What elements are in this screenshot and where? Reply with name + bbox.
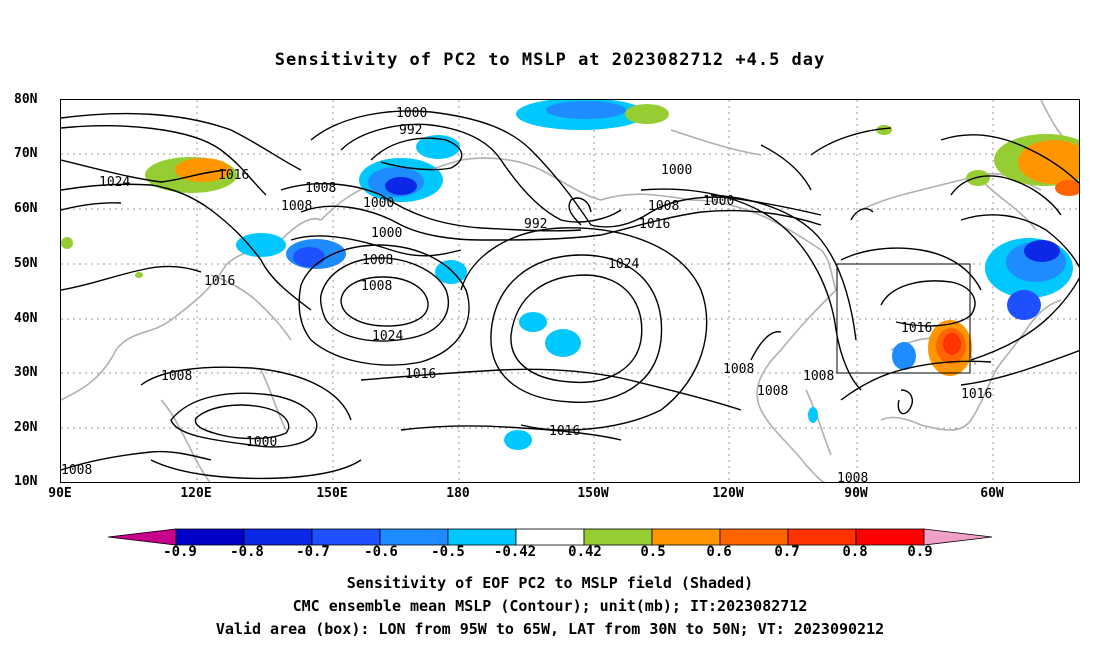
lon-label-120e: 120E [180,486,212,501]
colorbar-cell [787,528,857,546]
lat-label-20n: 20N [14,420,38,435]
contour-label: 1024 [372,329,403,344]
contour-label: 1008 [281,199,312,214]
colorbar-label: 0.7 [774,544,800,560]
contour-label: 1024 [608,257,639,272]
lat-label-50n: 50N [14,256,38,271]
lat-label-80n: 80N [14,92,38,107]
colorbar-cell [311,528,381,546]
colorbar-cell [855,528,925,546]
contour-label: 1016 [405,367,436,382]
colorbar-high-arrow [923,528,993,546]
contour-label: 1016 [218,168,249,183]
colorbar-label: 0.42 [568,544,602,560]
colorbar-cells [175,528,925,546]
colorbar-label: -0.7 [296,544,330,560]
colorbar-label: -0.5 [431,544,465,560]
contour-label: 1000 [396,106,427,121]
contour-label: 1008 [648,199,679,214]
lat-label-30n: 30N [14,365,38,380]
contour-label: 1016 [961,387,992,402]
colorbar-label: -0.8 [230,544,264,560]
contour-label: 1000 [246,435,277,450]
lon-label-180: 180 [446,486,470,501]
caption-line-1: Sensitivity of EOF PC2 to MSLP field (Sh… [346,574,754,592]
colorbar-cell [447,528,517,546]
contour-label: 1008 [723,362,754,377]
contour-labels: 1000 992 1024 1016 1008 1000 1008 1000 9… [61,106,992,483]
contour-label: 1016 [901,321,932,336]
colorbar-cell [719,528,789,546]
contour-label: 1016 [549,424,580,439]
contour-label: 1008 [757,384,788,399]
colorbar-cell [515,528,585,546]
contour-label: 1008 [305,181,336,196]
colorbar-label: 0.8 [842,544,868,560]
colorbar-label: -0.9 [163,544,197,560]
colorbar-cell [243,528,313,546]
contour-label: 1000 [371,226,402,241]
lat-label-10n: 10N [14,474,38,489]
contour-label: 1016 [204,274,235,289]
mslp-contours [61,110,1079,480]
valid-area-box [836,263,971,374]
contour-label: 1008 [61,463,92,478]
negative-sensitivity-shading [236,100,1073,450]
lon-label-120w: 120W [712,486,744,501]
colorbar-cell [175,528,245,546]
positive-sensitivity-shading [61,104,1079,376]
colorbar-cell [651,528,721,546]
lat-label-60n: 60N [14,201,38,216]
colorbar-low-arrow [108,528,177,546]
contour-label: 1000 [661,163,692,178]
map-title: Sensitivity of PC2 to MSLP at 2023082712… [274,50,826,70]
contour-label: 992 [399,123,422,138]
contour-label: 1016 [639,217,670,232]
lat-label-70n: 70N [14,146,38,161]
lon-label-150w: 150W [577,486,609,501]
colorbar-label: 0.9 [907,544,933,560]
caption-line-2: CMC ensemble mean MSLP (Contour); unit(m… [292,597,808,615]
colorbar-label: -0.6 [364,544,398,560]
contour-label: 1008 [362,253,393,268]
contour-label: 1008 [161,369,192,384]
contour-label: 1008 [361,279,392,294]
colorbar [108,528,993,546]
colorbar-cell [583,528,653,546]
contour-label: 1024 [99,175,130,190]
colorbar-label: -0.42 [493,544,537,560]
lon-label-90w: 90W [844,486,868,501]
graticule [61,100,1079,482]
contour-label: 1008 [803,369,834,384]
contour-label: 992 [524,217,547,232]
contour-label: 1008 [837,471,868,483]
lon-label-150e: 150E [316,486,348,501]
lon-label-60w: 60W [980,486,1004,501]
contour-label: 1000 [363,196,394,211]
lat-label-40n: 40N [14,311,38,326]
colorbar-cell [379,528,449,546]
map-panel: 1000 992 1024 1016 1008 1000 1008 1000 9… [60,99,1080,483]
colorbar-label: 0.5 [640,544,666,560]
caption-line-3: Valid area (box): LON from 95W to 65W, L… [215,620,885,638]
contour-label: 1000 [703,194,734,209]
map-canvas: 1000 992 1024 1016 1008 1000 1008 1000 9… [61,100,1079,483]
lon-label-90e: 90E [48,486,72,501]
colorbar-label: 0.6 [706,544,732,560]
